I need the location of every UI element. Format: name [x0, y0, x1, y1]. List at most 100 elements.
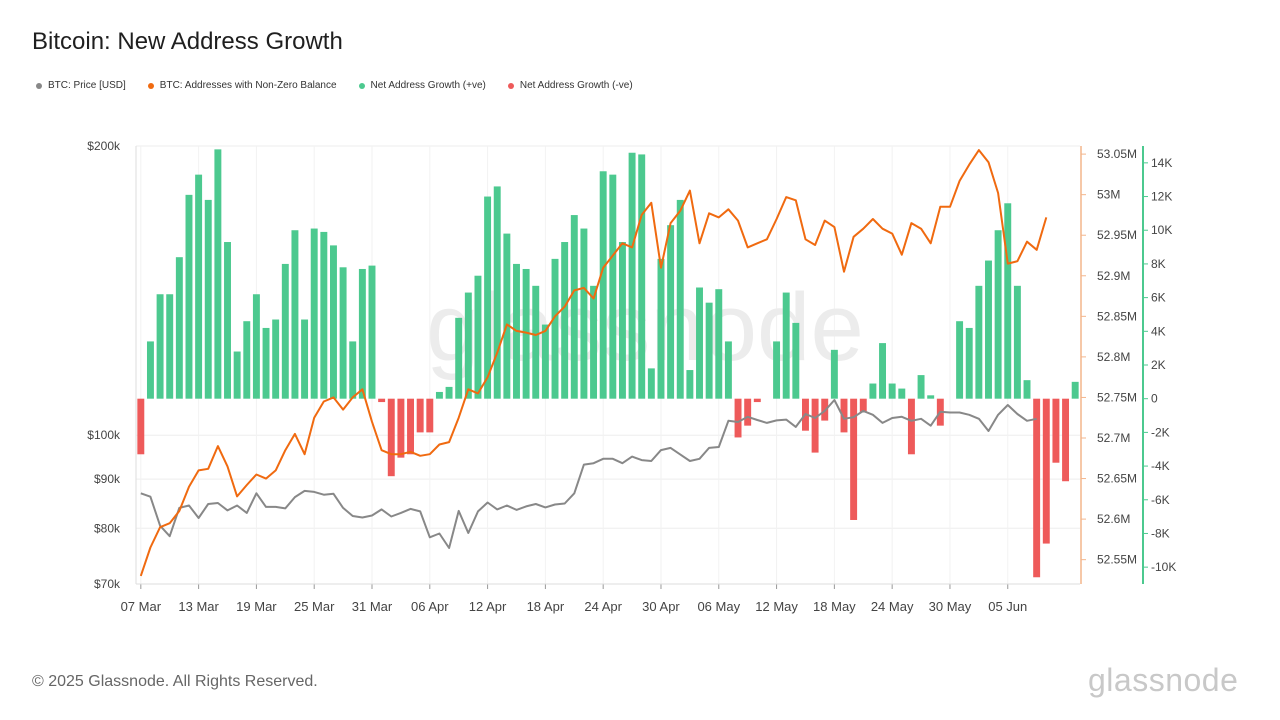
bar-growth-negative [840, 398, 848, 433]
legend-dot-addresses [147, 82, 154, 89]
bar-growth-positive [917, 375, 925, 399]
bar-growth-positive [522, 268, 530, 399]
x-tick-label: 30 May [929, 599, 972, 614]
bar-growth-positive [484, 196, 492, 399]
legend-item-addresses[interactable]: BTC: Addresses with Non-Zero Balance [147, 80, 337, 91]
bar-growth-positive [166, 294, 174, 399]
bar-growth-positive [214, 149, 222, 399]
bar-growth-positive [676, 199, 684, 399]
bar-growth-negative [137, 398, 145, 455]
growth-tick-label: -8K [1151, 526, 1170, 540]
bar-growth-negative [850, 398, 858, 520]
addresses-tick-label: 52.6M [1097, 512, 1130, 526]
bar-growth-positive [657, 258, 665, 399]
bar-growth-negative [397, 398, 405, 458]
bar-growth-positive [638, 154, 646, 399]
bar-growth-positive [1013, 285, 1021, 399]
bar-growth-positive [609, 174, 617, 399]
bar-growth-positive [599, 171, 607, 399]
growth-tick-label: 4K [1151, 324, 1166, 338]
bar-growth-positive [262, 327, 270, 399]
bar-growth-positive [570, 215, 578, 399]
legend-dot-price [36, 82, 42, 89]
bar-growth-positive [879, 343, 886, 399]
addresses-tick-label: 52.55M [1097, 553, 1137, 567]
bar-growth-negative [859, 398, 867, 413]
x-tick-label: 25 Mar [294, 599, 335, 614]
addresses-tick-label: 53.05M [1097, 147, 1137, 161]
growth-tick-label: -4K [1151, 459, 1170, 473]
addresses-tick-label: 52.9M [1097, 269, 1130, 283]
bar-growth-positive [195, 174, 203, 399]
x-tick-label: 06 May [697, 599, 740, 614]
growth-tick-label: 0 [1151, 392, 1158, 406]
x-tick-label: 31 Mar [352, 599, 393, 614]
bar-growth-positive [618, 242, 626, 399]
bar-growth-positive [233, 351, 241, 399]
bar-growth-negative [1062, 398, 1070, 482]
legend-dot-growth-positive [358, 82, 365, 89]
bar-growth-negative [1033, 398, 1041, 578]
growth-tick-label: 10K [1151, 223, 1172, 237]
bar-growth-positive [301, 319, 309, 399]
bar-growth-positive [175, 257, 183, 399]
bar-growth-positive [493, 186, 501, 399]
bar-growth-positive [541, 324, 549, 399]
legend-item-growth-negative[interactable]: Net Address Growth (-ve) [507, 80, 633, 91]
bar-growth-negative [1042, 398, 1050, 544]
bar-growth-positive [330, 245, 337, 399]
x-tick-label: 12 May [755, 599, 798, 614]
bar-growth-negative [387, 398, 395, 477]
bar-growth-positive [975, 285, 983, 399]
x-tick-label: 13 Mar [178, 599, 219, 614]
bar-growth-positive [474, 275, 482, 399]
bar-growth-positive [792, 322, 800, 399]
bar-growth-positive [435, 391, 443, 399]
bar-growth-positive [243, 321, 251, 399]
addresses-tick-label: 52.7M [1097, 431, 1130, 445]
bar-growth-positive [994, 230, 1002, 399]
price-tick-label: $70k [94, 577, 121, 591]
bar-growth-positive [647, 368, 655, 399]
legend-item-price[interactable]: BTC: Price [USD] [36, 80, 126, 91]
growth-tick-label: -2K [1151, 425, 1170, 439]
x-tick-label: 07 Mar [121, 599, 162, 614]
bar-growth-positive [782, 292, 790, 399]
growth-tick-label: 12K [1151, 190, 1172, 204]
bar-growth-positive [667, 225, 675, 399]
bar-growth-positive [580, 228, 588, 399]
bar-growth-positive [464, 292, 472, 399]
bar-growth-positive [869, 383, 877, 399]
bar-growth-positive [1004, 203, 1012, 399]
series-lines [139, 149, 1048, 577]
growth-tick-label: -6K [1151, 493, 1170, 507]
bar-growth-positive [272, 319, 280, 399]
x-tick-label: 19 Mar [236, 599, 277, 614]
legend-label-growth-negative: Net Address Growth (-ve) [519, 80, 633, 91]
bar-growth-positive [146, 341, 154, 399]
bar-growth-positive [185, 194, 193, 399]
bar-growth-positive [561, 242, 569, 399]
bar-growth-negative [907, 398, 915, 455]
bar-growth-negative [426, 398, 434, 433]
price-tick-label: $80k [94, 521, 121, 535]
bar-growth-negative [753, 398, 761, 403]
bar-growth-positive [368, 265, 376, 399]
bar-growth-positive [705, 302, 713, 399]
legend-label-addresses: BTC: Addresses with Non-Zero Balance [159, 80, 337, 91]
brand-logo: glassnode [1088, 662, 1239, 698]
bar-growth-positive [281, 263, 289, 399]
chart-title: Bitcoin: New Address Growth [32, 28, 343, 55]
addresses-tick-label: 52.75M [1097, 390, 1137, 404]
bar-growth-positive [628, 152, 636, 399]
growth-tick-label: 14K [1151, 156, 1172, 170]
legend-item-growth-positive[interactable]: Net Address Growth (+ve) [358, 80, 486, 91]
bar-growth-positive [696, 287, 703, 399]
legend-label-price: BTC: Price [USD] [48, 80, 126, 91]
bar-growth-positive [724, 341, 732, 399]
bar-growth-negative [378, 398, 386, 403]
bar-growth-positive [204, 199, 212, 399]
price-tick-label: $200k [87, 139, 121, 153]
bar-growth-negative [407, 398, 414, 455]
